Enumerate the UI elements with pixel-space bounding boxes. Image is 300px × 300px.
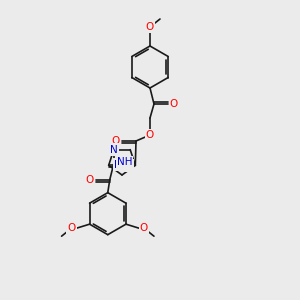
Text: O: O — [112, 136, 120, 146]
Text: O: O — [124, 160, 133, 170]
Text: O: O — [146, 22, 154, 32]
Text: N: N — [110, 145, 118, 155]
Text: NH: NH — [114, 160, 130, 170]
Text: O: O — [140, 223, 148, 233]
Text: O: O — [146, 130, 154, 140]
Text: O: O — [170, 99, 178, 109]
Text: N: N — [110, 145, 118, 155]
Text: O: O — [85, 175, 94, 185]
Text: O: O — [68, 223, 76, 233]
Text: NH: NH — [117, 157, 132, 167]
